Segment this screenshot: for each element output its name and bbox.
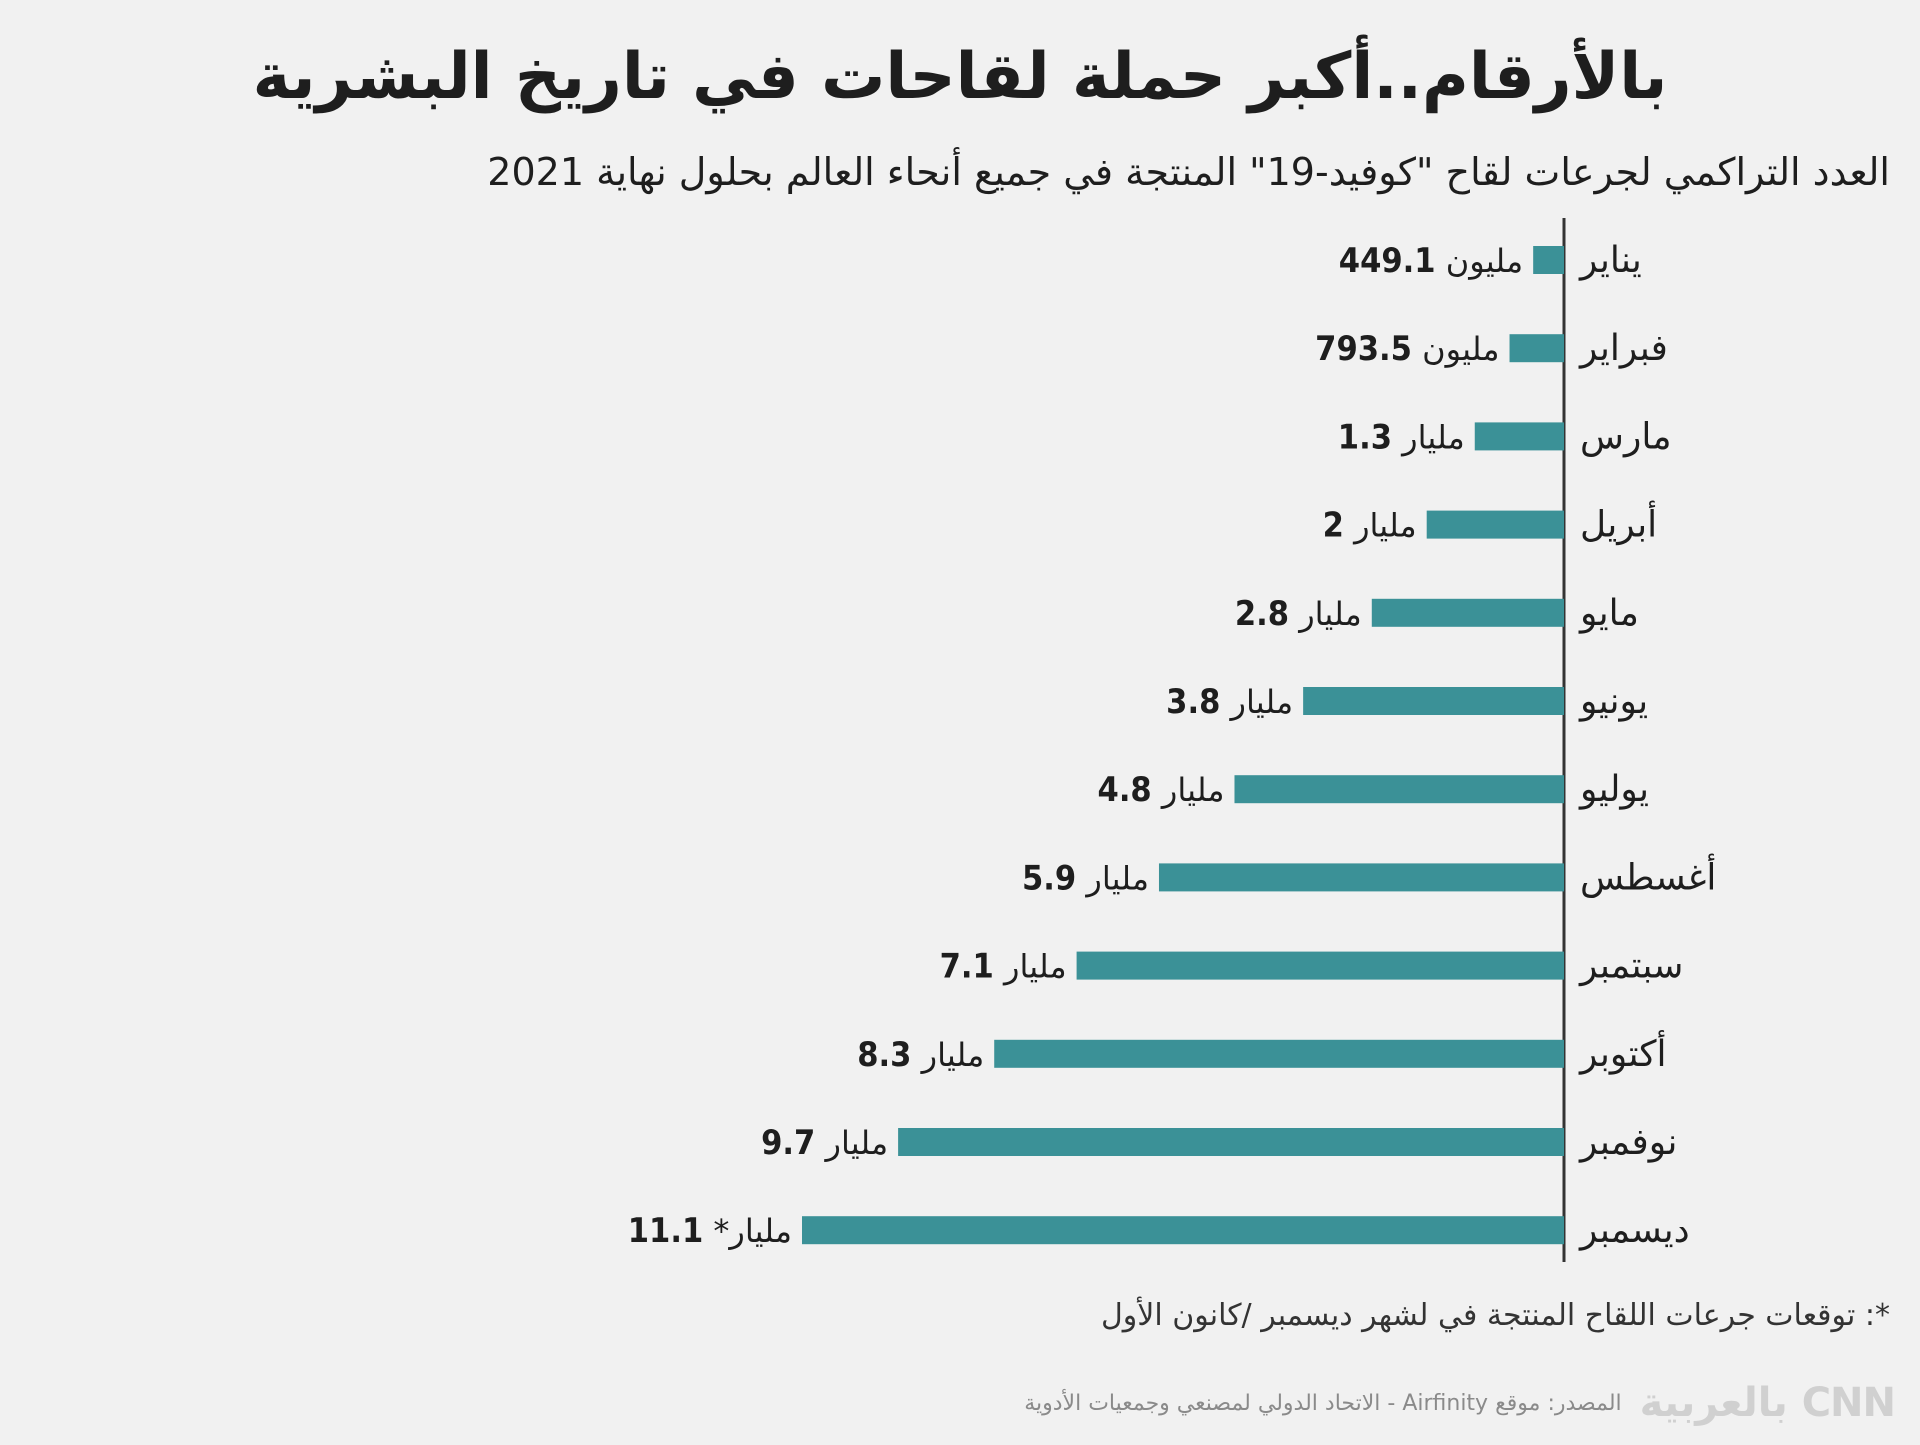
cnn-arabic-logo: بالعربية CNN [1639, 1380, 1896, 1426]
month-label-4: أبريل [1580, 501, 1657, 546]
month-label-3: مارس [1580, 416, 1672, 457]
month-label-12: ديسمبر [1578, 1210, 1690, 1251]
bar-12 [802, 1216, 1564, 1245]
month-label-11: نوفمبر [1578, 1122, 1677, 1163]
value-label-3: مليار 1.3 [1338, 417, 1465, 457]
month-labels-group: يناير فبراير مارس أبريل مايو يونيو يوليو أغسطس س… [1578, 240, 1716, 1251]
bar-7 [1234, 775, 1564, 804]
month-label-10: أكتوبر [1578, 1030, 1666, 1075]
chart-subtitle: العدد التراكمي لجرعات لقاح "كوفيد-19" ال… [487, 150, 1890, 194]
month-label-1: يناير [1578, 240, 1642, 281]
value-label-10: مليار 8.3 [857, 1035, 984, 1075]
bar-1 [1533, 246, 1564, 274]
bar-2 [1509, 334, 1564, 363]
bar-chart: يناير فبراير مارس أبريل مايو يونيو يوليو أغسطس س… [628, 218, 1716, 1262]
footnote: *: توقعات جرعات اللقاح المنتجة في لشهر د… [1100, 1298, 1890, 1333]
bar-3 [1474, 422, 1564, 451]
bar-8 [1158, 863, 1564, 892]
month-label-7: يوليو [1578, 769, 1649, 810]
value-label-2: مليون 793.5 [1315, 329, 1499, 369]
value-label-4: مليار 2 [1323, 506, 1417, 546]
month-label-2: فبراير [1578, 328, 1668, 369]
value-label-11: مليار 9.7 [761, 1123, 888, 1163]
value-label-7: مليار 4.8 [1098, 770, 1225, 810]
value-label-6: مليار 3.8 [1166, 682, 1293, 722]
value-label-9: مليار 7.1 [940, 947, 1067, 987]
bars-group [802, 246, 1564, 1245]
chart-title: بالأرقام..أكبر حملة لقاحات في تاريخ البش… [252, 40, 1668, 114]
bar-9 [1076, 951, 1564, 980]
bar-5 [1371, 598, 1564, 627]
source-row: بالعربية CNN المصدر: موقع Airfinity - ال… [1024, 1380, 1896, 1426]
value-label-8: مليار 5.9 [1022, 858, 1149, 898]
bar-10 [994, 1039, 1564, 1068]
month-label-5: مايو [1578, 593, 1639, 634]
source-text: المصدر: موقع Airfinity - الاتحاد الدولي … [1024, 1390, 1622, 1416]
value-label-12: مليار* 11.1 [628, 1211, 792, 1251]
month-label-8: أغسطس [1580, 853, 1716, 898]
month-label-6: يونيو [1578, 681, 1648, 722]
bar-11 [898, 1128, 1564, 1156]
bar-4 [1426, 510, 1564, 539]
value-label-1: مليون 449.1 [1339, 241, 1523, 281]
value-labels-group: مليون 449.1 مليون 793.5 مليار 1.3 مليار 2 مل… [628, 241, 1523, 1251]
month-label-9: سبتمبر [1578, 946, 1683, 987]
value-label-5: مليار 2.8 [1235, 594, 1362, 634]
bar-6 [1303, 687, 1564, 715]
